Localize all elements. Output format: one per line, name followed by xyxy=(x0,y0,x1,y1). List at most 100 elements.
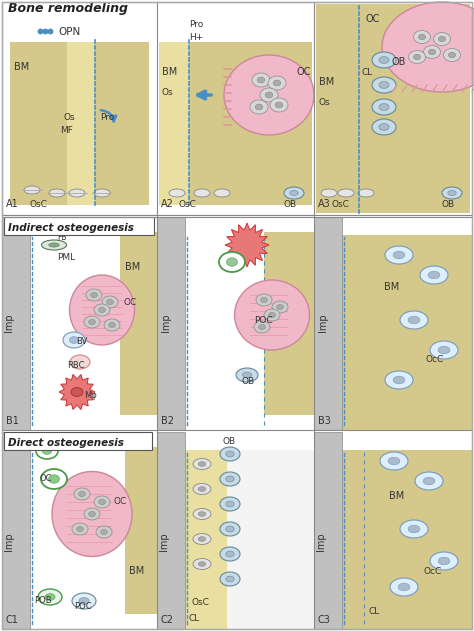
Ellipse shape xyxy=(220,497,240,511)
Ellipse shape xyxy=(227,258,237,266)
Ellipse shape xyxy=(224,55,314,135)
Ellipse shape xyxy=(63,332,85,348)
Ellipse shape xyxy=(242,372,252,378)
Text: CL: CL xyxy=(189,614,200,623)
Ellipse shape xyxy=(94,304,110,316)
Ellipse shape xyxy=(84,508,100,520)
Text: A2: A2 xyxy=(161,199,174,209)
Ellipse shape xyxy=(372,52,396,68)
Ellipse shape xyxy=(99,307,105,312)
Text: BM: BM xyxy=(129,566,144,576)
Polygon shape xyxy=(59,374,95,410)
Ellipse shape xyxy=(48,475,59,483)
Ellipse shape xyxy=(385,371,413,389)
Ellipse shape xyxy=(220,572,240,586)
Ellipse shape xyxy=(448,191,456,196)
Ellipse shape xyxy=(259,324,265,329)
Ellipse shape xyxy=(52,471,132,557)
Ellipse shape xyxy=(372,119,396,135)
Text: OB: OB xyxy=(442,200,455,209)
Text: POB: POB xyxy=(34,596,52,605)
Ellipse shape xyxy=(71,387,83,396)
Bar xyxy=(120,232,157,415)
Bar xyxy=(264,232,316,415)
Text: OsC: OsC xyxy=(192,598,210,607)
Ellipse shape xyxy=(430,341,458,359)
Bar xyxy=(30,450,127,629)
Text: C2: C2 xyxy=(161,615,174,625)
Text: A3: A3 xyxy=(318,199,331,209)
Text: OsC: OsC xyxy=(332,200,350,209)
Text: OC: OC xyxy=(366,14,380,24)
Ellipse shape xyxy=(42,447,52,454)
Bar xyxy=(185,235,314,430)
Ellipse shape xyxy=(419,34,426,40)
Text: Imp: Imp xyxy=(4,314,14,332)
Ellipse shape xyxy=(428,49,436,55)
Ellipse shape xyxy=(379,81,389,88)
Ellipse shape xyxy=(49,243,59,247)
Ellipse shape xyxy=(408,316,420,324)
Ellipse shape xyxy=(219,252,245,272)
Ellipse shape xyxy=(420,266,448,284)
Ellipse shape xyxy=(252,73,270,87)
Ellipse shape xyxy=(72,593,96,609)
Ellipse shape xyxy=(448,52,456,57)
Ellipse shape xyxy=(338,189,354,197)
Text: Imp: Imp xyxy=(159,533,169,551)
Text: Pro: Pro xyxy=(189,20,203,29)
Text: Imp: Imp xyxy=(161,314,171,332)
Text: C3: C3 xyxy=(318,615,331,625)
Ellipse shape xyxy=(193,533,211,545)
Ellipse shape xyxy=(321,189,337,197)
Ellipse shape xyxy=(220,472,240,486)
Ellipse shape xyxy=(272,301,288,313)
Text: OC: OC xyxy=(124,298,137,307)
Text: B2: B2 xyxy=(161,416,174,426)
Ellipse shape xyxy=(79,598,89,604)
Bar xyxy=(159,42,189,205)
Ellipse shape xyxy=(96,526,112,538)
Ellipse shape xyxy=(408,525,420,533)
Ellipse shape xyxy=(84,316,100,328)
Text: BM: BM xyxy=(384,282,399,292)
Ellipse shape xyxy=(198,487,206,492)
Ellipse shape xyxy=(102,296,118,308)
Ellipse shape xyxy=(70,355,90,369)
Text: PML: PML xyxy=(57,253,75,262)
Ellipse shape xyxy=(277,305,283,310)
Ellipse shape xyxy=(193,509,211,519)
Text: CL: CL xyxy=(369,607,380,616)
Text: C1: C1 xyxy=(6,615,19,625)
Ellipse shape xyxy=(269,312,275,317)
Text: RBC: RBC xyxy=(67,361,84,370)
Ellipse shape xyxy=(430,552,458,570)
Ellipse shape xyxy=(70,275,135,345)
Ellipse shape xyxy=(380,452,408,470)
Ellipse shape xyxy=(400,520,428,538)
Ellipse shape xyxy=(398,583,410,591)
Bar xyxy=(227,450,314,629)
Bar xyxy=(2,2,472,215)
Bar xyxy=(342,235,472,430)
Ellipse shape xyxy=(290,191,298,196)
Ellipse shape xyxy=(415,472,443,490)
Text: OPN: OPN xyxy=(58,27,80,37)
Text: A1: A1 xyxy=(6,199,19,209)
Text: OcC: OcC xyxy=(424,567,442,576)
Polygon shape xyxy=(225,223,269,267)
Ellipse shape xyxy=(284,187,304,199)
Bar xyxy=(314,217,342,430)
Text: OB: OB xyxy=(223,437,236,446)
Ellipse shape xyxy=(434,33,450,45)
Ellipse shape xyxy=(79,492,85,497)
Ellipse shape xyxy=(193,459,211,469)
Ellipse shape xyxy=(270,98,288,112)
Ellipse shape xyxy=(198,512,206,516)
Text: FB: FB xyxy=(57,233,66,242)
Text: CL: CL xyxy=(362,68,373,77)
Bar xyxy=(2,217,30,430)
Ellipse shape xyxy=(69,189,85,197)
Ellipse shape xyxy=(198,562,206,566)
Ellipse shape xyxy=(413,30,430,44)
